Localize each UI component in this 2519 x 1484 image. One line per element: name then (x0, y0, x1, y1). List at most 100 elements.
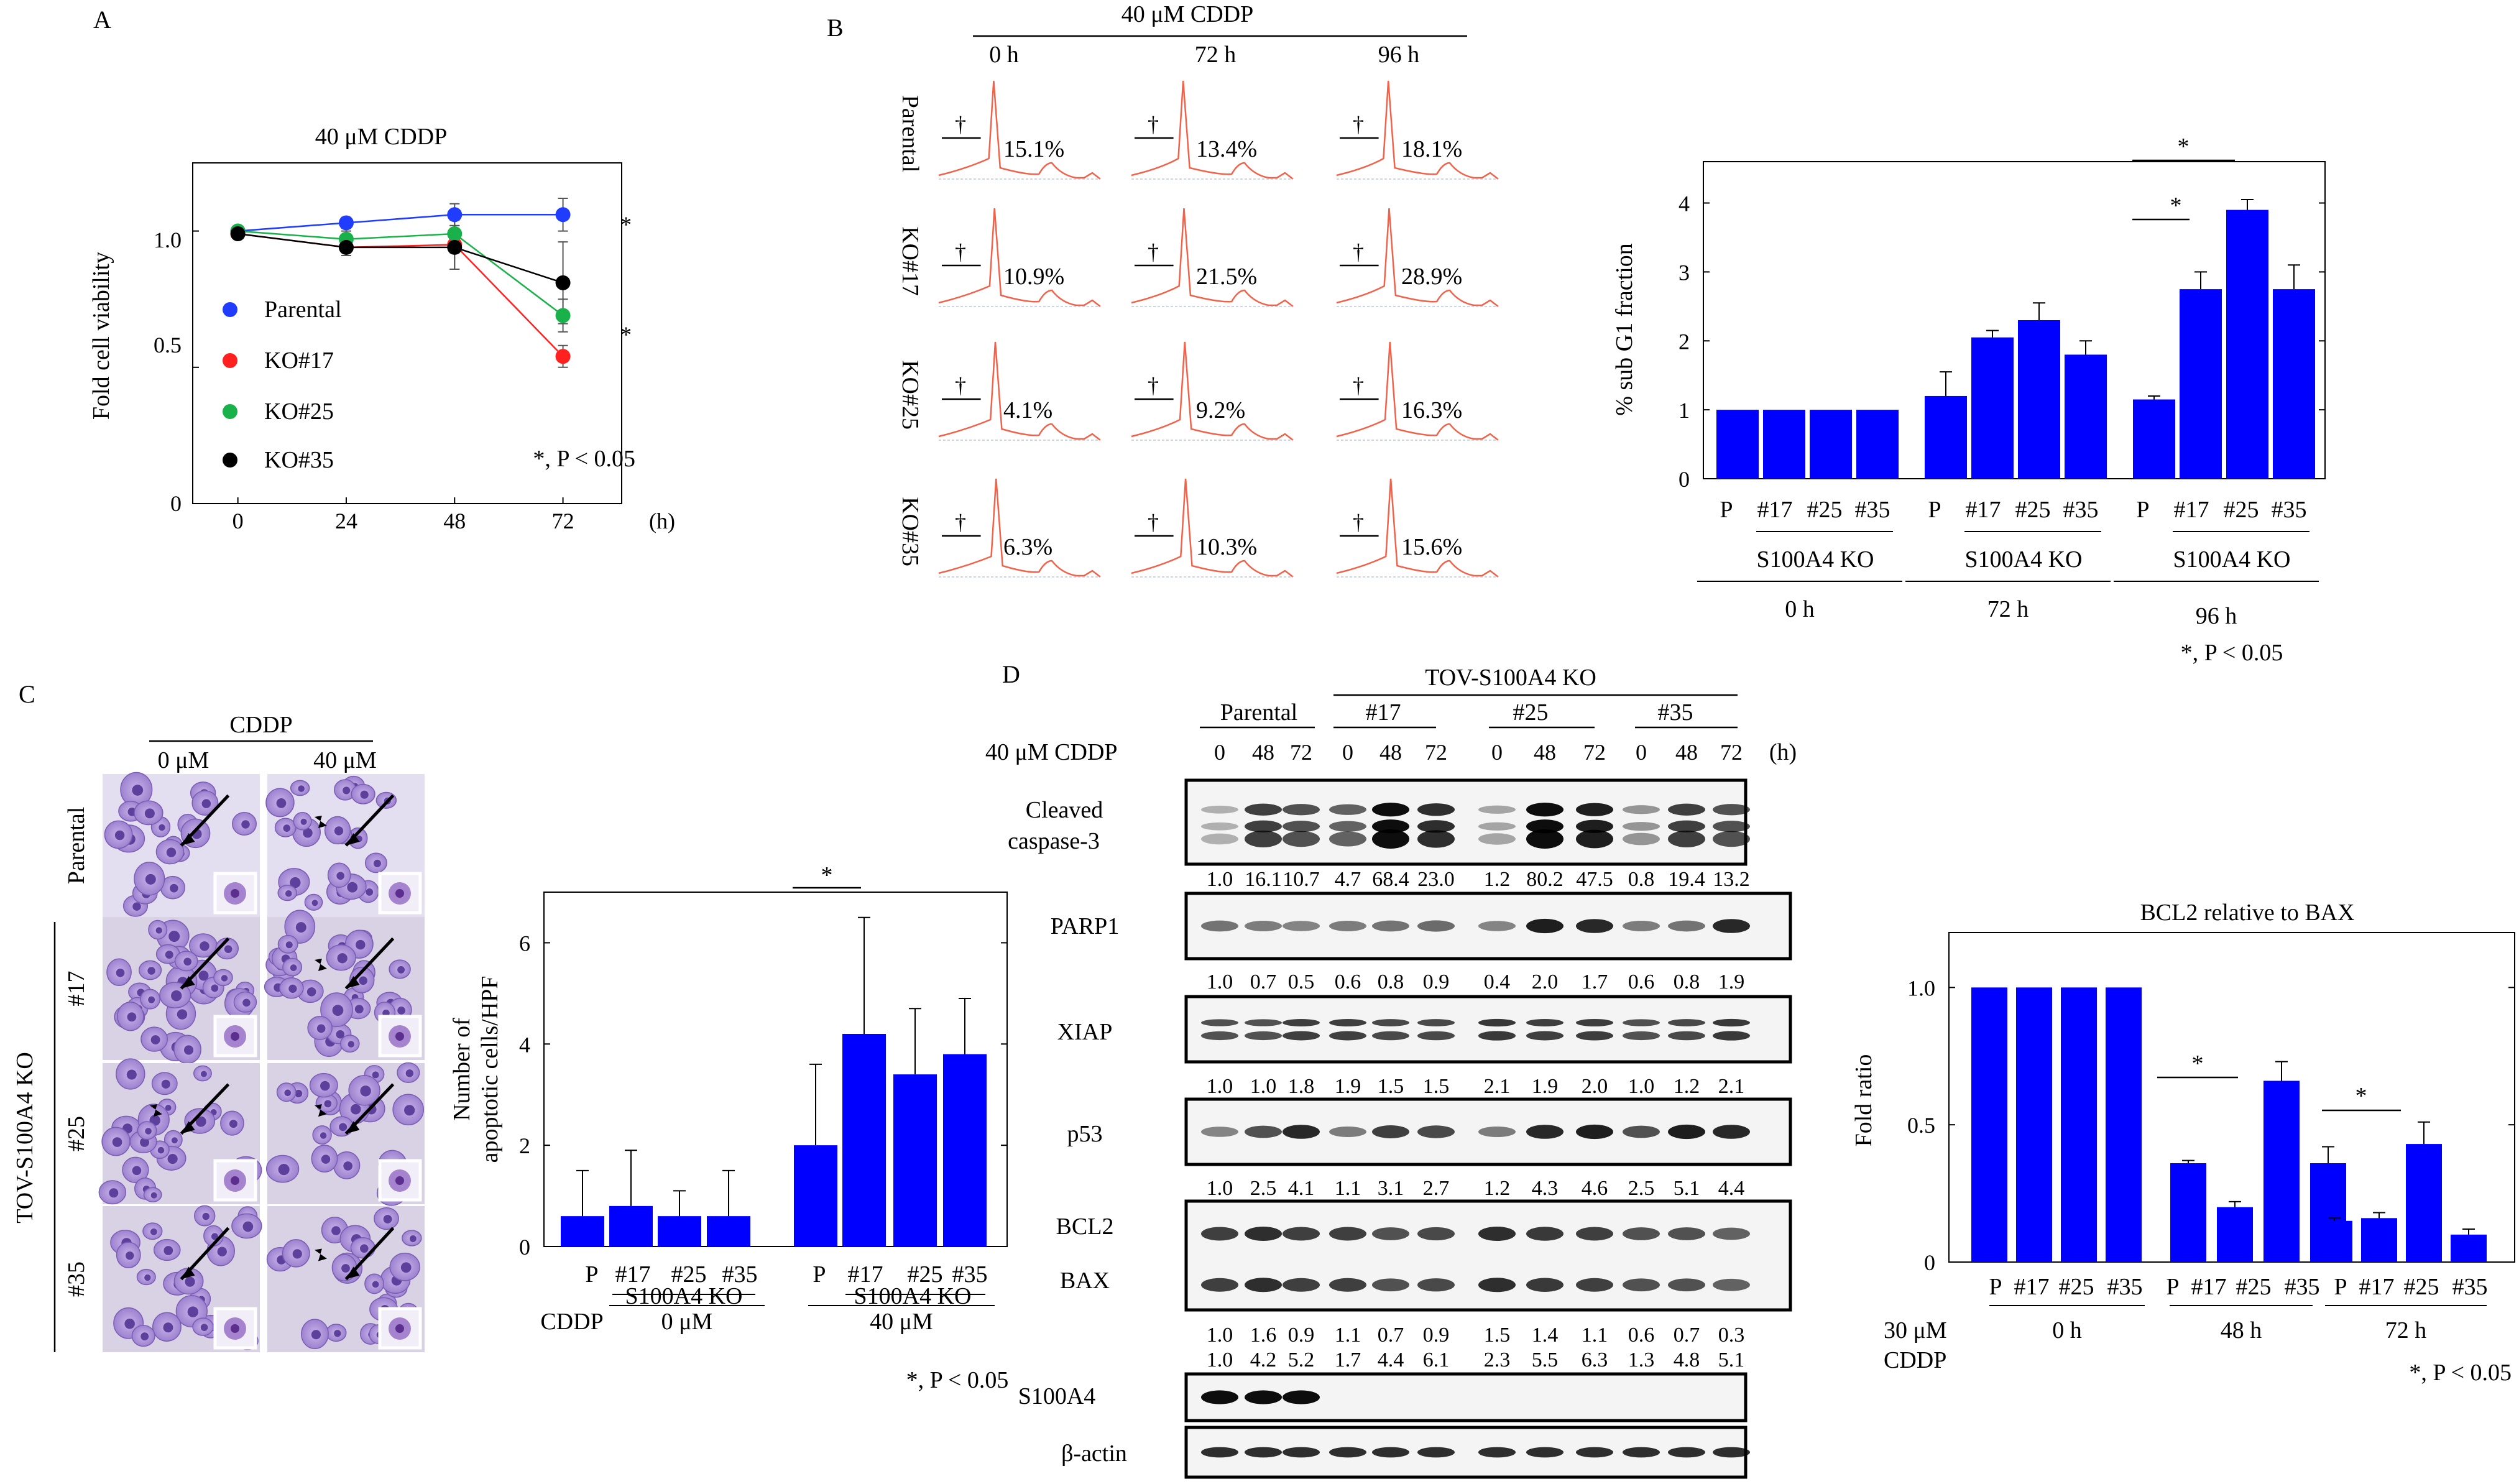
blot-band (1201, 920, 1238, 932)
y-tick-label: 6 (519, 931, 530, 956)
dagger-mark: † (955, 373, 966, 398)
blot-band (1623, 832, 1660, 846)
panel-c-bar-frame (543, 892, 1008, 1247)
blot-band (1623, 1125, 1660, 1138)
x-tick-label: P (1928, 497, 1941, 523)
blot-band (1329, 821, 1366, 832)
blot-band (1417, 830, 1455, 848)
y-tick-label: 2 (1679, 329, 1690, 354)
panel-a: A 40 μM CDDP Fold cell viability 0 0.5 1… (88, 6, 675, 533)
bar (842, 1034, 886, 1247)
series-line (237, 230, 564, 316)
quantification-value: 4.2 (1250, 1348, 1277, 1371)
blot-band (1372, 803, 1409, 817)
y-tick-label: 1 (1679, 398, 1690, 423)
quantification-value: 4.7 (1335, 868, 1361, 891)
arrow-head (346, 1121, 360, 1134)
data-point (338, 239, 354, 255)
lane-group-label: #25 (1513, 699, 1549, 726)
panel-c-row-label: #17 (63, 971, 90, 1007)
blot-band (1623, 1278, 1660, 1292)
cell-nucleus (170, 883, 178, 893)
micrograph (103, 1205, 262, 1352)
quantification-value: 1.0 (1207, 1177, 1233, 1200)
quantification-value: 4.3 (1532, 1177, 1559, 1200)
cell-nucleus (290, 877, 301, 888)
cell-nucleus (157, 1146, 165, 1154)
dagger-mark: † (1353, 239, 1364, 264)
time-label: 0 h (1785, 596, 1815, 622)
cell-nucleus (404, 1105, 415, 1116)
bar (561, 1216, 604, 1247)
y-tick-label: 0 (1679, 467, 1690, 492)
blot-band (1283, 1031, 1320, 1041)
quantification-value: 2.3 (1484, 1348, 1511, 1371)
cell-nucleus (200, 1071, 207, 1077)
y-tick-label: 0 (1924, 1250, 1935, 1275)
quantification-value: 1.2 (1674, 1075, 1700, 1098)
panel-d-bar-ylabel: Fold ratio (1851, 1054, 1877, 1147)
cell-nucleus (140, 1137, 150, 1147)
panel-c-row-label: #25 (63, 1116, 90, 1151)
quantification-value: 1.0 (1207, 1348, 1233, 1371)
quantification-value: 4.4 (1718, 1177, 1745, 1200)
time-label: 0 h (2052, 1317, 2082, 1343)
panel-b-sig-star: * (2170, 193, 2182, 219)
panel-b-time: 0 h (989, 42, 1019, 68)
blot-band (1526, 819, 1563, 834)
cell-nucleus (343, 1161, 352, 1171)
x-tick-label: 24 (335, 509, 357, 533)
cell-nucleus (171, 990, 182, 1002)
y-tick-label: 2 (519, 1133, 530, 1158)
x-tick-label: #35 (2452, 1274, 2488, 1300)
western-blot: Cleaved caspase-3 1.0 16.1 10.7 4.7 68.4 23.0 1.… (1008, 778, 1750, 891)
blot-band (1201, 822, 1238, 831)
arrowhead-marker (314, 816, 327, 828)
blot-band (1201, 1127, 1238, 1137)
quantification-value: 0.5 (1288, 970, 1315, 993)
blot-band (1372, 1125, 1409, 1138)
data-point (447, 226, 463, 241)
blot-band (1283, 821, 1320, 832)
arrowhead-marker (314, 1248, 327, 1261)
blot-band (1372, 1019, 1409, 1026)
cell-nucleus (354, 1005, 364, 1014)
legend-label-ko25: KO#25 (264, 399, 334, 425)
cell-nucleus (397, 1006, 406, 1015)
cell-nucleus (165, 1105, 172, 1111)
quantification-value: 5.5 (1532, 1348, 1559, 1371)
percent-label: 10.3% (1196, 534, 1257, 560)
bar (1716, 410, 1759, 479)
blot-band (1623, 920, 1660, 932)
bar (794, 1145, 837, 1247)
arrow-head (181, 833, 195, 846)
cell-nucleus (126, 1251, 134, 1260)
cell-nucleus (211, 1233, 218, 1240)
panel-d-treatment-label-1: 30 μM (1884, 1317, 1947, 1343)
blot-band (1478, 822, 1516, 831)
panel-c-sig-star: * (821, 862, 833, 888)
quantification-value: 1.2 (1484, 1177, 1511, 1200)
quantification-value: 1.0 (1250, 1075, 1277, 1098)
blot-band (1478, 1126, 1516, 1138)
percent-label: 21.5% (1196, 264, 1257, 290)
histogram-curve (1336, 478, 1499, 578)
legend-label-parental: Parental (264, 297, 342, 323)
inset-nucleus (231, 1176, 239, 1185)
blot-label: S100A4 (1018, 1383, 1096, 1409)
blot-band (1329, 1447, 1366, 1458)
bar (893, 1074, 937, 1247)
quantification-value: 0.9 (1288, 1324, 1315, 1347)
time-label: 72 h (1987, 596, 2029, 622)
quantification-value: 10.7 (1283, 868, 1320, 891)
bar (609, 1205, 653, 1247)
quantification-value: 0.4 (1484, 970, 1511, 993)
cell-nucleus (350, 1104, 361, 1115)
cell-nucleus (343, 786, 351, 795)
panel-b-bar-frame (1703, 161, 2326, 479)
x-tick-label: #35 (1855, 497, 1890, 523)
western-blot: XIAP 1.0 1.0 1.8 1.9 1.5 1.5 2.1 1.9 2.0 1.0 1.2 2.1 (1057, 995, 1792, 1098)
blot-band (1526, 829, 1563, 849)
panel-d-treatment-label-2: CDDP (1884, 1347, 1946, 1373)
dagger-mark: † (955, 510, 966, 535)
